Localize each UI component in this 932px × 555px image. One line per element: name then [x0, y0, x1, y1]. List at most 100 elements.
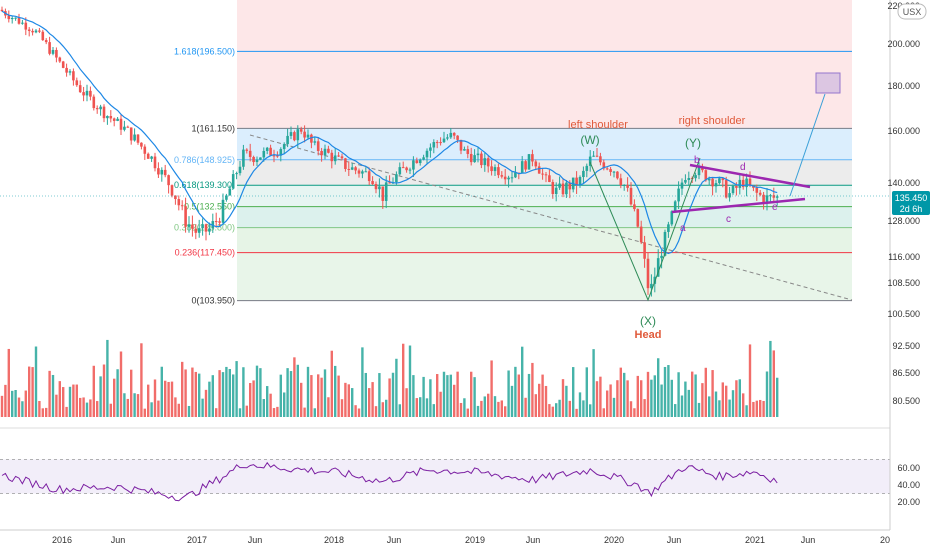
candle-body [95, 108, 99, 110]
volume-bar [140, 343, 143, 417]
candle-body [14, 17, 17, 19]
volume-bar [28, 366, 31, 417]
volume-bar [708, 396, 711, 417]
volume-bar [500, 400, 503, 417]
volume-bar [752, 401, 755, 417]
price-tick-label: 160.000 [887, 126, 920, 136]
candle-body [231, 174, 235, 189]
volume-bar [436, 374, 439, 417]
price-tick-label: 140.000 [887, 178, 920, 188]
candle-body [728, 193, 731, 198]
candle-body [146, 153, 150, 159]
volume-bar [572, 367, 575, 417]
fib-zone [237, 159, 852, 186]
volume-bar [728, 399, 731, 417]
fib-labels: 0(103.950) 0.236(117.450) 0.382(125.800) 0.… [174, 46, 235, 305]
volume-bar [762, 400, 765, 417]
candle-body [486, 158, 490, 167]
volume-bar [663, 366, 667, 417]
candle-body [643, 242, 646, 259]
candle-body [191, 224, 194, 229]
volume-bar [657, 358, 660, 417]
candle-body [439, 142, 442, 144]
fib-label: 0(103.950) [191, 296, 235, 306]
moving-average [1, 10, 778, 255]
candle-body [92, 96, 96, 109]
candle-body [378, 186, 381, 190]
candle-body [34, 30, 38, 33]
candle-body [119, 118, 123, 130]
candle-body [31, 30, 34, 33]
volume-bar [225, 366, 228, 417]
volume-bar [75, 384, 78, 417]
time-tick-label: Jun [111, 535, 126, 545]
volume-bar [85, 402, 89, 417]
volume-bar [687, 389, 690, 417]
volume-bar [133, 393, 136, 417]
candle-body [354, 167, 357, 171]
candle-body [758, 192, 762, 195]
candle-body [738, 179, 742, 188]
candle-body [157, 168, 160, 175]
candle-body [432, 142, 436, 148]
fib-zone [237, 128, 852, 160]
volume-bar [164, 380, 167, 417]
volume-bar [351, 388, 354, 417]
candle-body [660, 255, 663, 259]
fib-label: 0.382(125.800) [174, 223, 235, 233]
candle-body [520, 161, 524, 174]
candle-body [762, 194, 765, 204]
volume-bar [718, 400, 721, 417]
price-tick-label: 200.000 [887, 39, 920, 49]
candle-body [616, 171, 619, 179]
fib-zone [237, 252, 852, 301]
volume-bar [300, 382, 303, 417]
volume-bar [385, 399, 388, 417]
candle-body [677, 188, 680, 202]
volume-bar [432, 404, 435, 417]
candle-body [282, 144, 286, 150]
volume-bar [745, 405, 748, 417]
volume-bar [480, 400, 483, 417]
candle-body [194, 228, 198, 233]
volume-bar [150, 402, 153, 417]
candle-body [497, 167, 500, 176]
volume-bar [361, 347, 364, 417]
volume-bar [735, 380, 738, 417]
candle-body [415, 160, 419, 164]
fib-zone-top [237, 0, 852, 52]
volume-bar [674, 404, 677, 417]
volume-bar [96, 401, 99, 417]
volume-bar [531, 362, 534, 417]
wave-line [589, 157, 701, 302]
candle-body [500, 175, 504, 177]
volume-bar [558, 399, 561, 417]
volume-bar [602, 408, 605, 417]
candle-body [745, 178, 748, 188]
candle-body [456, 135, 459, 140]
candle-body [180, 205, 184, 207]
candle-body [765, 195, 769, 204]
candle-body [364, 171, 368, 173]
fib-zones [237, 0, 852, 301]
candle-body [306, 134, 310, 138]
candle-body [769, 195, 772, 197]
volume-bar [514, 366, 517, 417]
candle-body [38, 30, 41, 32]
candle-body [51, 49, 55, 54]
volume-bar [755, 400, 758, 417]
candle-body [235, 173, 238, 175]
candle-body [116, 118, 119, 121]
candle-body [687, 177, 691, 181]
volume-bar [344, 382, 347, 417]
volume-bar [218, 370, 221, 417]
candle-body [337, 155, 340, 157]
volume-bar [493, 396, 497, 417]
volume-bar [402, 343, 405, 417]
volume-bar [561, 379, 565, 417]
candle-body [55, 49, 58, 58]
downtrend-dashed-line [249, 134, 853, 301]
candle-body [694, 175, 697, 179]
